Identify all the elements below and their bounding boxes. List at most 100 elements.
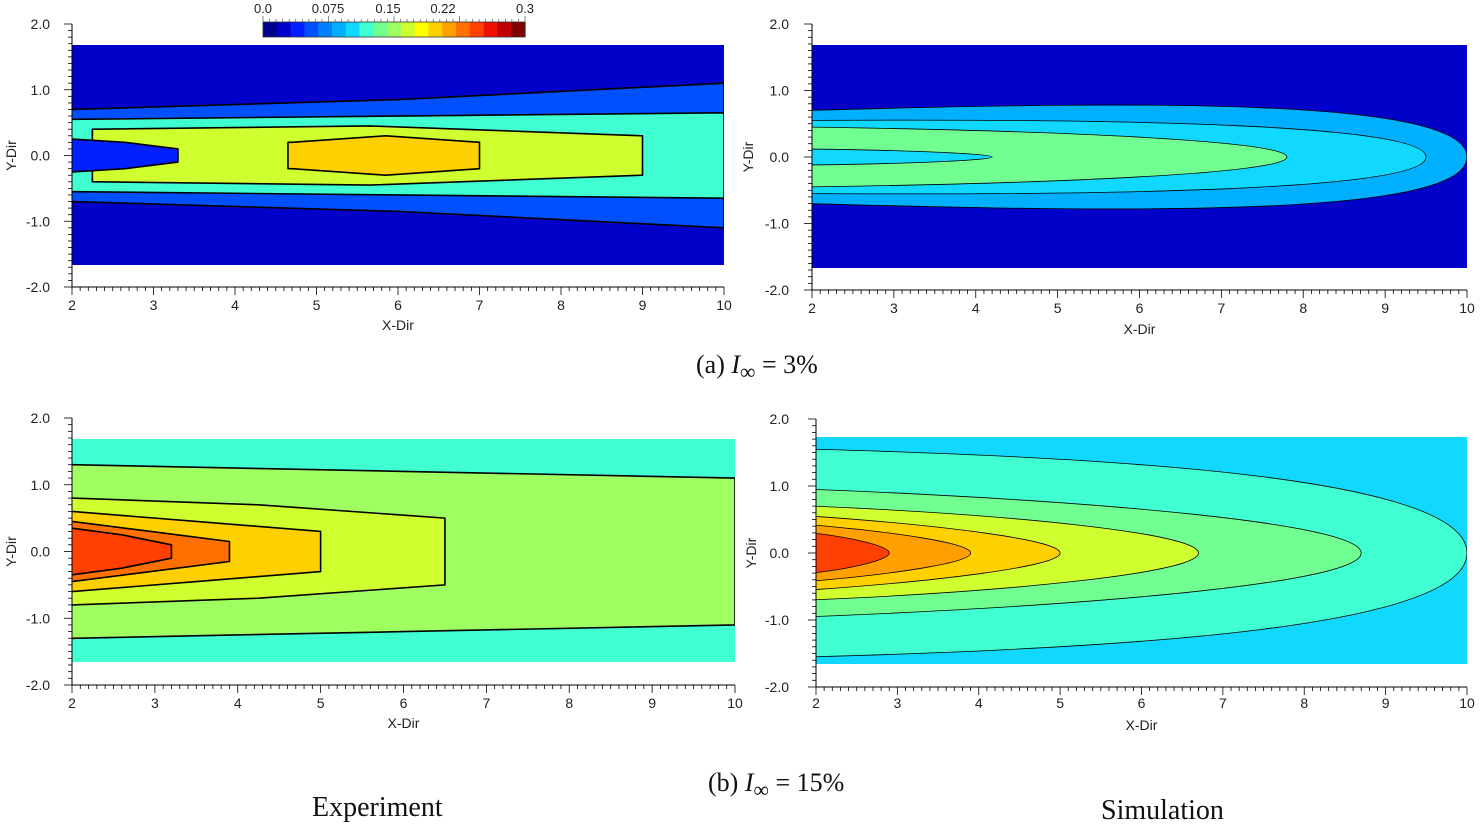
y-tick-label: -1.0 xyxy=(765,216,789,232)
x-tick-label: 3 xyxy=(893,695,901,711)
y-tick-label: 1.0 xyxy=(31,477,51,493)
y-tick-label: 1.0 xyxy=(770,478,790,494)
y-tick-label: -1.0 xyxy=(765,612,789,628)
y-axis-title: Y-Dir xyxy=(3,536,19,567)
colorbar: 0.0 0.075 0.15 0.22 0.3 xyxy=(254,1,534,38)
chart-panel-1: 2 3 4 5 6 7 8 9 10 2.0 1.0 0.0 -1.0 -2.0 X-Dir Y-Dir xyxy=(3,16,732,333)
label-experiment: Experiment xyxy=(312,792,443,823)
contour-field xyxy=(816,437,1467,664)
caption-b: (b) I∞ = 15% xyxy=(708,768,844,803)
chart-panel-3: 2 3 4 5 6 7 8 9 10 2.0 1.0 0.0 -1.0 -2.0 X-Dir Y-Dir xyxy=(3,410,743,731)
caption-a-prefix: (a) xyxy=(696,350,732,379)
y-tick-label: -2.0 xyxy=(26,677,50,693)
contour-region xyxy=(812,126,1288,188)
x-axis-title: X-Dir xyxy=(382,317,414,333)
caption-a-value: = 3% xyxy=(755,350,818,379)
chart-panel-2: 2 3 4 5 6 7 8 9 10 2.0 1.0 0.0 -1.0 -2.0 X-Dir Y-Dir xyxy=(740,16,1475,337)
colorbar-label: 0.22 xyxy=(430,1,455,16)
colorbar-label: 0.0 xyxy=(254,1,272,16)
colorbar-swatch xyxy=(263,22,278,37)
contour-field xyxy=(812,45,1467,268)
x-tick-label: 9 xyxy=(648,695,656,711)
caption-a-symbol: I xyxy=(731,350,741,379)
x-tick-label: 4 xyxy=(972,300,980,316)
x-tick-label: 8 xyxy=(557,297,565,313)
colorbar-label: 0.15 xyxy=(375,1,400,16)
y-tick-label: -1.0 xyxy=(26,610,50,626)
label-simulation: Simulation xyxy=(1101,795,1224,826)
x-tick-label: 2 xyxy=(68,695,76,711)
x-tick-label: 10 xyxy=(1459,695,1475,711)
x-tick-label: 3 xyxy=(151,695,159,711)
colorbar-label: 0.3 xyxy=(516,1,534,16)
colorbar-swatch xyxy=(304,22,319,37)
x-tick-label: 9 xyxy=(1381,300,1389,316)
colorbar-swatch xyxy=(276,22,292,37)
x-tick-label: 3 xyxy=(890,300,898,316)
x-tick-label: 2 xyxy=(808,300,816,316)
x-tick-label: 5 xyxy=(317,695,325,711)
caption-b-value: = 15% xyxy=(768,768,845,797)
x-tick-label: 7 xyxy=(476,297,484,313)
y-axis-title: Y-Dir xyxy=(740,141,756,172)
y-tick-label: 0.0 xyxy=(31,148,51,164)
contour-field xyxy=(72,439,735,662)
colorbar-swatch xyxy=(373,22,388,37)
colorbar-swatch xyxy=(428,22,443,37)
colorbar-swatch xyxy=(414,22,430,37)
x-axis-title: X-Dir xyxy=(1124,321,1156,337)
colorbar-swatch xyxy=(442,22,457,37)
colorbar-swatch xyxy=(497,22,512,37)
y-tick-label: -1.0 xyxy=(26,213,50,229)
colorbar-swatch xyxy=(359,22,374,37)
y-axis-title: Y-Dir xyxy=(3,140,19,171)
x-tick-label: 2 xyxy=(68,297,76,313)
x-tick-label: 4 xyxy=(234,695,242,711)
caption-a: (a) I∞ = 3% xyxy=(696,350,818,385)
x-tick-label: 3 xyxy=(150,297,158,313)
x-tick-label: 5 xyxy=(1056,695,1064,711)
x-tick-label: 10 xyxy=(716,297,732,313)
x-tick-label: 7 xyxy=(1219,695,1227,711)
x-tick-label: 9 xyxy=(1382,695,1390,711)
contour-region xyxy=(287,134,481,177)
x-tick-label: 4 xyxy=(231,297,239,313)
contour-region xyxy=(816,533,890,573)
caption-a-sub: ∞ xyxy=(740,360,756,385)
contour-region xyxy=(72,138,179,173)
colorbar-swatch xyxy=(456,22,471,37)
contour-region xyxy=(72,527,173,576)
x-tick-label: 5 xyxy=(1054,300,1062,316)
y-tick-label: 0.0 xyxy=(770,149,790,165)
y-tick-label: 2.0 xyxy=(31,16,51,32)
x-tick-label: 4 xyxy=(975,695,983,711)
x-axis-title: X-Dir xyxy=(388,715,420,731)
y-tick-label: 2.0 xyxy=(770,411,790,427)
colorbar-swatch xyxy=(483,22,499,37)
x-tick-label: 8 xyxy=(565,695,573,711)
y-tick-label: 2.0 xyxy=(770,16,790,32)
y-tick-label: 0.0 xyxy=(770,545,790,561)
colorbar-swatch xyxy=(331,22,347,37)
y-tick-label: 0.0 xyxy=(31,544,51,560)
y-tick-label: -2.0 xyxy=(26,279,50,295)
contour-region xyxy=(812,148,993,166)
colorbar-swatch xyxy=(387,22,402,37)
x-axis-title: X-Dir xyxy=(1126,717,1158,733)
x-tick-label: 8 xyxy=(1299,300,1307,316)
y-axis-title: Y-Dir xyxy=(743,537,759,568)
x-tick-label: 10 xyxy=(727,695,743,711)
colorbar-swatch xyxy=(511,22,526,37)
x-tick-label: 10 xyxy=(1459,300,1475,316)
chart-panel-4: 2 3 4 5 6 7 8 9 10 2.0 1.0 0.0 -1.0 -2.0 X-Dir Y-Dir xyxy=(743,411,1475,733)
colorbar-swatch xyxy=(345,22,361,37)
x-tick-label: 6 xyxy=(394,297,402,313)
contour-region xyxy=(816,524,972,582)
colorbar-swatch xyxy=(290,22,305,37)
colorbar-swatch xyxy=(469,22,485,37)
x-tick-label: 7 xyxy=(482,695,490,711)
caption-b-prefix: (b) xyxy=(708,768,745,797)
y-tick-label: -2.0 xyxy=(765,679,789,695)
colorbar-label: 0.075 xyxy=(312,1,345,16)
